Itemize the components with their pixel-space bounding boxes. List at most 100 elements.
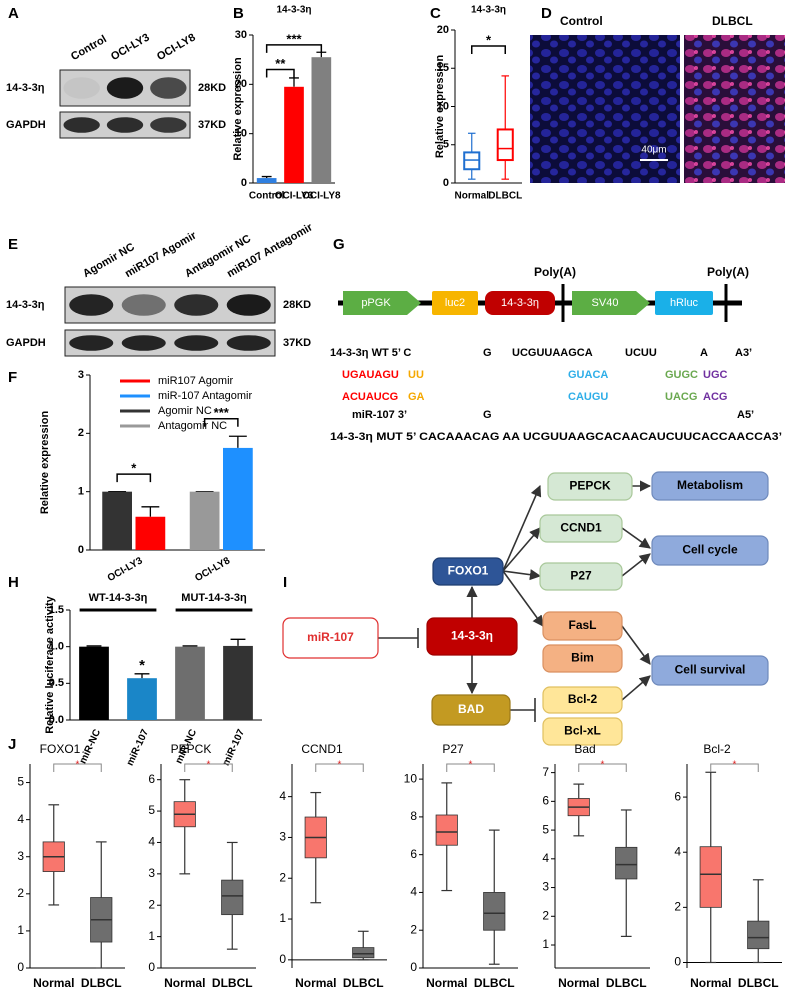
sequence-text: A3’ bbox=[735, 347, 752, 359]
lane-label: OCI-LY3 bbox=[109, 32, 152, 64]
sig-label: * bbox=[338, 760, 342, 771]
x-tick-label: miR-107 bbox=[221, 727, 248, 767]
legend-label: Antagomir NC bbox=[158, 420, 227, 432]
y-tick-label: 5 bbox=[17, 775, 24, 789]
bar bbox=[223, 447, 253, 550]
y-tick-label: 1 bbox=[279, 911, 286, 925]
pathway-edge bbox=[621, 675, 651, 701]
sig-label: * bbox=[469, 760, 473, 771]
y-tick-label: 10 bbox=[437, 100, 449, 112]
panel-label: C bbox=[430, 5, 441, 22]
size-label: 37KD bbox=[283, 337, 311, 349]
sequence-text: GUACA bbox=[568, 369, 608, 381]
sequence-text: ACG bbox=[703, 391, 727, 403]
y-tick-label: 0 bbox=[674, 955, 681, 969]
sequence-text: UGC bbox=[703, 369, 728, 381]
y-tick-label: 0.0 bbox=[49, 714, 64, 726]
sig-bracket bbox=[710, 763, 759, 772]
panel-label: E bbox=[8, 236, 18, 253]
y-tick-label: 30 bbox=[235, 29, 247, 41]
sig-label: * bbox=[139, 657, 145, 674]
x-tick-label: DLBCL bbox=[738, 976, 779, 990]
image-dlbcl bbox=[684, 35, 785, 183]
blot-band bbox=[63, 77, 100, 99]
y-tick-label: 6 bbox=[674, 789, 681, 803]
sequence-text: G bbox=[483, 347, 492, 359]
y-tick-label: 6 bbox=[542, 794, 549, 808]
x-tick-label: OCI-LY3 bbox=[275, 191, 314, 202]
chart-title: Bad bbox=[574, 742, 595, 756]
pathway-edge bbox=[502, 570, 544, 627]
y-tick-label: 4 bbox=[17, 812, 24, 826]
y-tick-label: 10 bbox=[404, 771, 418, 785]
y-tick-label: 4 bbox=[410, 885, 417, 899]
box bbox=[615, 846, 638, 880]
x-tick-label: OCI-LY8 bbox=[193, 555, 232, 584]
sequence-text: GUGC bbox=[665, 369, 698, 381]
y-axis-label: Relative expression bbox=[232, 57, 244, 161]
sig-bracket bbox=[53, 763, 102, 772]
panel-label: D bbox=[541, 5, 552, 22]
error-bar bbox=[228, 435, 247, 448]
blot-band bbox=[121, 335, 166, 351]
pathway-label: CCND1 bbox=[560, 521, 602, 535]
scale-label: 40μm bbox=[641, 145, 666, 156]
y-tick-label: 20 bbox=[437, 24, 449, 36]
pathway-node bbox=[651, 471, 769, 501]
y-tick-label: 10 bbox=[235, 128, 247, 140]
sig-bracket bbox=[184, 763, 233, 772]
y-tick-label: 0 bbox=[148, 960, 155, 974]
sig-bracket bbox=[578, 763, 627, 772]
chart-title: P27 bbox=[442, 742, 464, 756]
sig-bracket bbox=[471, 45, 506, 54]
image-label: Control bbox=[560, 14, 603, 28]
pathway-label: Cell survival bbox=[675, 663, 746, 677]
construct-label: pPGK bbox=[361, 297, 391, 309]
row-label: 14-3-3η bbox=[6, 299, 45, 311]
pathway-node bbox=[547, 472, 633, 501]
y-tick-label: 4 bbox=[279, 789, 286, 803]
y-tick-label: 0 bbox=[279, 952, 286, 966]
pathway-node bbox=[542, 686, 623, 714]
chart-title: 14-3-3η bbox=[276, 5, 311, 16]
x-tick-label: miR-NC bbox=[78, 728, 103, 766]
x-tick-label: Normal bbox=[164, 976, 205, 990]
y-tick-label: 3 bbox=[17, 849, 24, 863]
error-bar bbox=[182, 645, 198, 647]
blot-band bbox=[150, 77, 187, 99]
sig-bracket bbox=[116, 473, 152, 483]
pathway-node bbox=[432, 557, 504, 586]
x-tick-label: OCI-LY8 bbox=[302, 191, 341, 202]
construct-box bbox=[655, 291, 713, 315]
pathway-label: Metabolism bbox=[677, 478, 743, 492]
blot-band bbox=[174, 335, 219, 351]
pathway-node bbox=[282, 617, 379, 659]
bar bbox=[175, 646, 205, 720]
legend-label: Agomir NC bbox=[158, 405, 212, 417]
pathway-edge bbox=[621, 625, 651, 665]
sig-label: * bbox=[601, 760, 605, 771]
sig-label: ** bbox=[275, 56, 286, 71]
pathway-node bbox=[431, 694, 511, 726]
x-tick-label: Normal bbox=[455, 191, 490, 202]
sig-label: *** bbox=[214, 405, 230, 420]
panel-label: G bbox=[333, 236, 345, 253]
pathway-label: Bcl-2 bbox=[568, 692, 598, 706]
error-bar bbox=[86, 645, 102, 647]
sequence-text: UACG bbox=[665, 391, 697, 403]
y-tick-label: 6 bbox=[410, 847, 417, 861]
y-axis-label: Relative expression bbox=[434, 55, 446, 159]
pathway-node bbox=[539, 514, 623, 543]
chart-title: 14-3-3η bbox=[471, 5, 506, 16]
y-axis-label: Relative expression bbox=[39, 411, 51, 515]
construct-label: 14-3-3η bbox=[501, 297, 539, 309]
bar bbox=[79, 646, 109, 720]
x-tick-label: Normal bbox=[426, 976, 467, 990]
construct-label: hRluc bbox=[670, 297, 699, 309]
pathway-node bbox=[542, 644, 623, 673]
sequence-text: UGAUAGU bbox=[342, 369, 399, 381]
pathway-node bbox=[542, 611, 623, 641]
image-label: DLBCL bbox=[712, 14, 753, 28]
y-tick-label: 5 bbox=[542, 822, 549, 836]
